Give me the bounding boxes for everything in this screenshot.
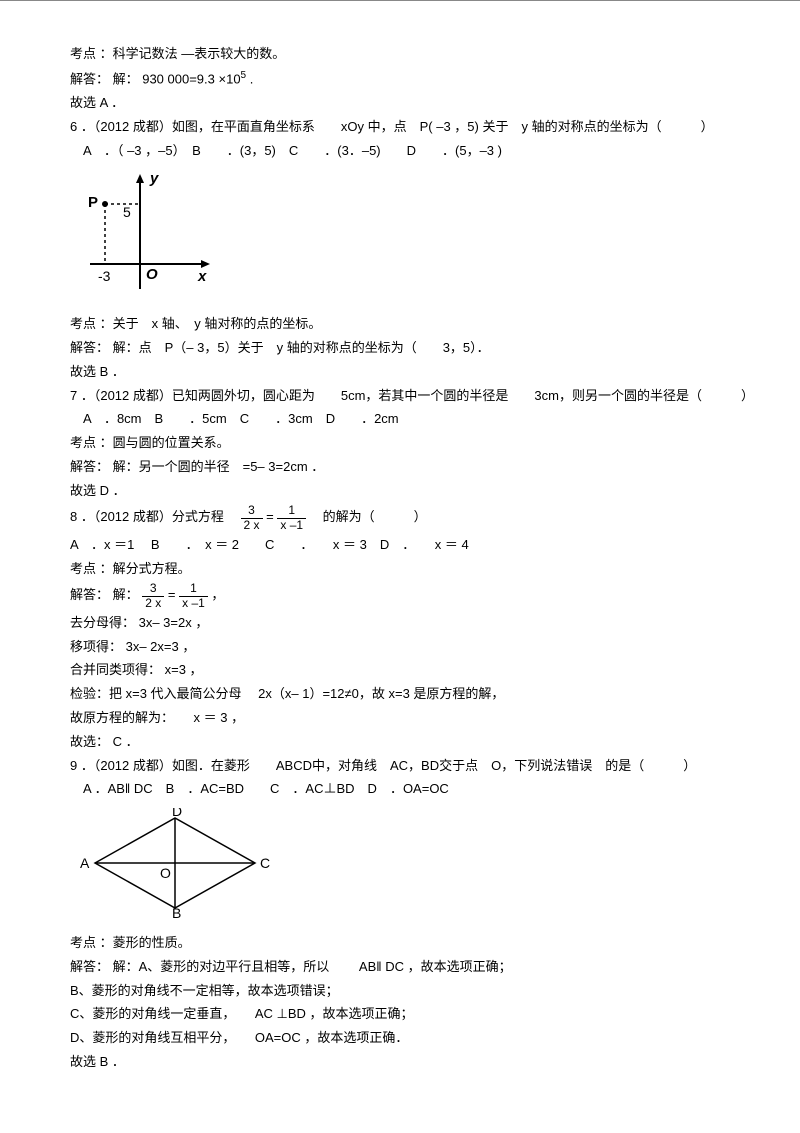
q8-step3: 合并同类项得： x=3 ， [70,660,740,681]
q6-fig-y: y [149,170,159,187]
q9-fig-D: D [172,808,182,819]
q9-topic: 考点 ：菱形的性质。 [70,933,740,954]
q8-frac1-num: 3 [241,504,263,518]
q9-figure: A C D B O [80,808,740,925]
q8-solve: 解答： 解： 3 2 x = 1 x –1 ， [70,582,740,609]
q8-solve-prefix: 解答： 解： [70,588,139,603]
q8-frac2-den: x –1 [277,519,306,532]
page: 考点 ：科学记数法 —表示较大的数。 解答： 解： 930 000=9.3 ×1… [0,0,800,1116]
q9-fig-B: B [172,905,181,918]
q5-topic: 考点 ：科学记数法 —表示较大的数。 [70,44,740,65]
q8-stem-prefix: 8 ．（2012 成都）分式方程 [70,510,237,525]
q8-stem: 8 ．（2012 成都）分式方程 3 2 x = 1 x –1 的解为（ ） [70,504,740,531]
q5-period: . [246,71,253,86]
q9-fig-O: O [160,865,171,881]
q8-frac1-den: 2 x [241,519,263,532]
q6-topic: 考点 ：关于 x 轴、 y 轴对称的点的坐标。 [70,314,740,335]
q8-sfrac1-den: 2 x [142,597,164,610]
q9-solveA: 解答： 解：A、菱形的对边平行且相等，所以 AB‖ DC ，故本选项正确； [70,957,740,978]
q9-solveC: C、菱形的对角线一定垂直， AC ⊥BD ，故本选项正确； [70,1004,740,1025]
q8-topic: 考点 ：解分式方程。 [70,559,740,580]
q5-answer: 故选 A ． [70,93,740,114]
q9-options: A ．AB‖ DC B ．AC=BD C ．AC⊥BD D ．OA=OC [70,779,740,800]
q8-frac2-num: 1 [277,504,306,518]
q6-fig-P: P [88,194,98,211]
q8-eq: = [266,510,277,525]
q6-fig-O: O [146,266,158,283]
q9-solveD: D、菱形的对角线互相平分， OA=OC ，故本选项正确． [70,1028,740,1049]
q6-figure: P y x O 5 -3 [80,169,740,306]
q7-answer: 故选 D ． [70,481,740,502]
q6-answer: 故选 B ． [70,362,740,383]
q8-seq: = [168,588,179,603]
q6-fig-5: 5 [123,204,131,220]
q8-options: A ．x ＝1 B ． x ＝ 2 C ． x ＝ 3 D ． x ＝ 4 [70,535,740,556]
q8-frac1: 3 2 x [241,504,263,531]
q8-sfrac2-den: x –1 [179,597,208,610]
q8-step5: 故原方程的解为： x ＝ 3 ， [70,708,740,729]
q6-options: A ．（ –3 ，–5） B ．(3，5) C ．(3．–5) D ．(5，–3… [70,141,740,162]
q9-solveB: B、菱形的对角线不一定相等，故本选项错误； [70,981,740,1002]
q7-topic: 考点 ：圆与圆的位置关系。 [70,433,740,454]
q8-sfrac2-num: 1 [179,582,208,596]
q9-fig-C: C [260,855,270,871]
q8-step4: 检验：把 x=3 代入最简公分母 2x（x– 1）=12≠0，故 x=3 是原方… [70,684,740,705]
q6-solve: 解答： 解：点 P（– 3，5）关于 y 轴的对称点的坐标为（ 3，5）． [70,338,740,359]
q8-sfrac1-num: 3 [142,582,164,596]
q9-answer: 故选 B ． [70,1052,740,1073]
q9-stem: 9 ．（2012 成都）如图．在菱形 ABCD中，对角线 AC，BD交于点 O，… [70,756,740,777]
q8-comma: ， [211,588,224,603]
q9-fig-A: A [80,855,90,871]
q7-options: A ．8cm B ．5cm C ．3cm D ．2cm [70,409,740,430]
q8-sfrac2: 1 x –1 [179,582,208,609]
q8-frac2: 1 x –1 [277,504,306,531]
q6-stem: 6 ．（2012 成都）如图，在平面直角坐标系 xOy 中，点 P( –3 ，5… [70,117,740,138]
q8-step2: 移项得： 3x– 2x=3 ， [70,637,740,658]
q7-solve: 解答： 解：另一个圆的半径 =5– 3=2cm ． [70,457,740,478]
q5-solve-text: 解答： 解： 930 000=9.3 ×10 [70,71,241,86]
q8-stem-suffix: 的解为（ ） [310,510,427,525]
q8-step1: 去分母得： 3x– 3=2x ， [70,613,740,634]
q5-solve: 解答： 解： 930 000=9.3 ×105 . [70,68,740,90]
q7-stem: 7 ．（2012 成都）已知两圆外切，圆心距为 5cm，若其中一个圆的半径是 3… [70,386,740,407]
q8-answer: 故选： C ． [70,732,740,753]
q6-fig-x: x [197,268,207,285]
q6-fig-neg3: -3 [98,268,111,284]
q8-sfrac1: 3 2 x [142,582,164,609]
